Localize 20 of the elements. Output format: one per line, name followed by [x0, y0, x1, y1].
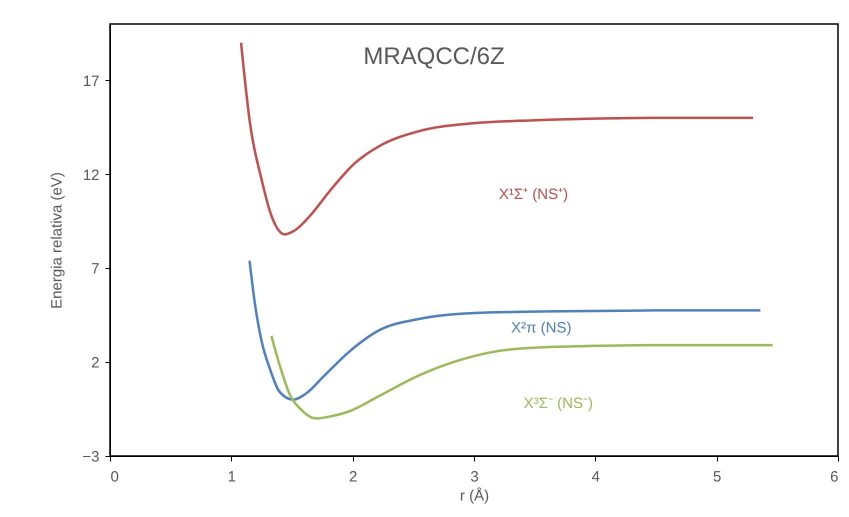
x-tick-label: 5	[712, 468, 722, 486]
y-tick-label: 12	[82, 166, 100, 184]
series-label: X²π (NS)	[511, 319, 572, 336]
line-series	[270, 334, 774, 420]
line-series	[240, 42, 754, 236]
x-tick-label: 1	[228, 468, 236, 486]
x-tick-label: 2	[348, 468, 358, 486]
x-tick-label: 0	[110, 468, 119, 486]
x-tick-label: 4	[592, 468, 600, 486]
x-tick-label: 6	[830, 468, 838, 486]
y-tick-label: 2	[91, 354, 100, 372]
x-tick-label: 3	[470, 468, 479, 486]
y-tick-label: 7	[91, 260, 100, 278]
text: X¹Σ⁺ (NS⁺)	[498, 186, 568, 203]
text: X³Σ⁻ (NS⁻)	[524, 395, 593, 412]
y-tick-label: −3	[82, 448, 100, 466]
y-axis-title: Energia relativa (eV)	[48, 172, 66, 309]
y-tick-label: 17	[82, 72, 100, 90]
text: MRAQCC/6Z	[363, 43, 505, 70]
x-axis-title: r (Å)	[460, 486, 490, 504]
